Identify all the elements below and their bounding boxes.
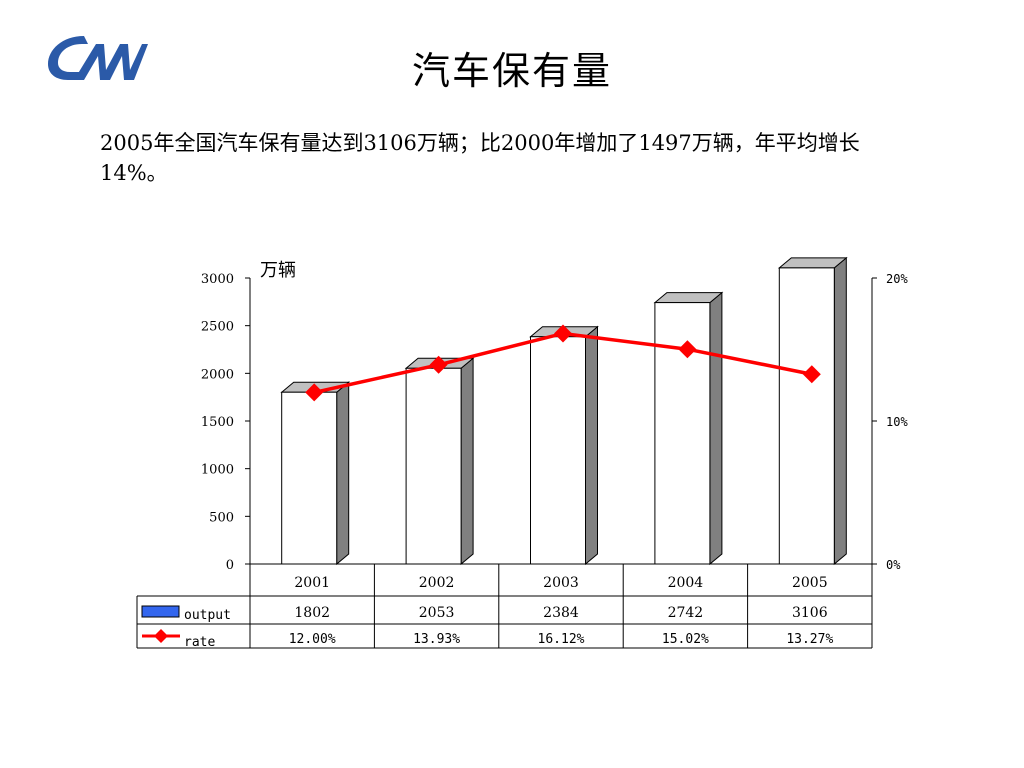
summary-text: 2005年全国汽车保有量达到3106万辆；比2000年增加了1497万辆，年平均… [100, 131, 860, 185]
bar [281, 391, 338, 565]
bar-top [653, 292, 724, 304]
bar [778, 267, 835, 565]
rate-marker [802, 365, 821, 384]
bar-side [585, 325, 598, 566]
bar-side [833, 256, 847, 566]
right-tick-label: 20% [886, 272, 908, 286]
output-value-label: 2742 [668, 605, 704, 621]
axes: 0 500 1000 1500 2000 2500 3000 万辆 0% 10% 20% [201, 260, 909, 573]
bar-side [336, 381, 350, 566]
output-value-label: 2053 [419, 605, 455, 621]
category-label: 2005 [792, 575, 828, 591]
category-label: 2004 [668, 575, 704, 591]
right-tick-label: 0% [886, 558, 901, 572]
legend-output-swatch [141, 605, 180, 618]
bar [654, 302, 711, 565]
left-tick-label: 3000 [201, 272, 234, 287]
data-table: 2001 1802 12.00% 2002 2053 13.93% 2003 2384 16.1… [136, 563, 873, 650]
legend-rate-marker [154, 629, 168, 643]
line-series [305, 324, 821, 402]
left-tick-label: 2000 [201, 367, 234, 382]
left-axis-unit: 万辆 [260, 260, 296, 281]
cam-logo-icon [48, 36, 148, 80]
rate-marker [678, 340, 697, 359]
rate-value-label: 12.00% [289, 632, 336, 647]
bar [530, 336, 586, 565]
rate-value-label: 13.27% [786, 632, 833, 647]
rate-value-label: 15.02% [662, 632, 709, 647]
left-tick-label: 500 [209, 510, 234, 525]
page-title: 汽车保有量 [411, 49, 612, 93]
category-label: 2003 [543, 575, 579, 591]
rate-marker [429, 355, 448, 374]
left-tick-label: 0 [226, 558, 234, 573]
bar [405, 367, 462, 565]
bar-side [709, 291, 723, 566]
output-value-label: 2384 [543, 605, 579, 621]
bar-side [460, 357, 474, 566]
category-label: 2001 [294, 575, 330, 591]
left-tick-label: 1000 [201, 463, 234, 478]
left-tick-label: 2500 [201, 320, 234, 335]
rate-marker [554, 324, 572, 343]
rate-value-label: 13.93% [413, 632, 460, 647]
output-value-label: 3106 [792, 605, 828, 621]
rate-marker [305, 383, 324, 402]
output-value-label: 1802 [294, 605, 330, 621]
bar-series [280, 256, 848, 566]
left-tick-label: 1500 [201, 415, 234, 430]
legend-output-label: output [184, 608, 231, 623]
bar-top [777, 257, 848, 269]
rate-value-label: 16.12% [538, 632, 585, 647]
right-tick-label: 10% [886, 415, 908, 429]
category-label: 2002 [419, 575, 455, 591]
legend-rate-label: rate [184, 635, 215, 650]
